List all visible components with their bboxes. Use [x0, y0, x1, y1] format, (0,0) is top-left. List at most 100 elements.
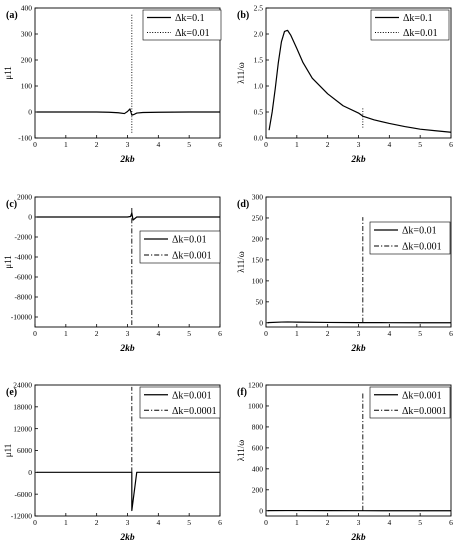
panel-label: (a): [6, 10, 18, 21]
y-tick-label: 0: [259, 506, 263, 515]
series-line: [36, 212, 220, 221]
x-tick-label: 2: [326, 140, 330, 149]
legend-entry: Δk=0.0001: [172, 406, 217, 417]
y-tick-label: 400: [252, 464, 264, 473]
legend-box: [139, 230, 221, 264]
x-tick-label: 5: [418, 140, 422, 149]
legend-box: [142, 9, 222, 41]
x-axis-label: 2kb: [350, 533, 366, 543]
legend-box: [369, 221, 451, 255]
y-tick-label: -8000: [15, 293, 33, 302]
chart-panel: 0 1 2 3 4 5 6 -12000 -6000 0 6000 12000 18000 24000(e…: [3, 381, 222, 543]
y-tick-label: 0.0: [254, 134, 264, 143]
y-axis-label: μ11: [3, 444, 13, 458]
x-tick-label: 3: [357, 329, 361, 338]
x-tick-label: 0: [264, 140, 268, 149]
series-line: [36, 471, 220, 512]
y-tick-label: 50: [256, 297, 264, 306]
x-tick-label: 5: [187, 329, 191, 338]
x-tick-label: 3: [357, 140, 361, 149]
y-tick-label: 1.5: [254, 56, 264, 65]
chart-panel: 0 1 2 3 4 5 6 0.0 0.5 1.0 1.5 2.0 2.5 (b) 2kb λ11/ω Δk=0…: [236, 4, 453, 165]
y-axis-label: λ11/ω: [236, 251, 246, 273]
x-tick-label: 4: [156, 518, 160, 527]
x-tick-label: 5: [187, 140, 191, 149]
y-tick-label: 150: [252, 256, 264, 265]
y-tick-label: 6000: [17, 446, 32, 455]
x-tick-label: 3: [126, 140, 130, 149]
x-tick-label: 2: [95, 329, 99, 338]
x-axis-label: 2kb: [350, 344, 366, 354]
series-line: [268, 29, 452, 133]
legend-entry: Δk=0.1: [403, 13, 433, 24]
x-tick-label: 5: [187, 518, 191, 527]
x-tick-label: 3: [126, 518, 130, 527]
y-tick-label: 0: [28, 468, 32, 477]
x-tick-label: 0: [33, 140, 37, 149]
x-tick-label: 1: [64, 140, 68, 149]
legend-entry: Δk=0.001: [402, 390, 442, 401]
y-axis-label: μ11: [3, 255, 13, 269]
y-tick-label: -10000: [11, 313, 32, 322]
x-tick-label: 6: [218, 140, 222, 149]
y-tick-label: -6000: [15, 273, 33, 282]
y-tick-label: 100: [252, 276, 264, 285]
x-tick-label: 4: [156, 329, 160, 338]
x-tick-label: 2: [95, 140, 99, 149]
y-axis-label: λ11/ω: [236, 62, 246, 84]
y-tick-label: 300: [21, 30, 33, 39]
x-tick-label: 0: [33, 518, 37, 527]
legend-entry: Δk=0.001: [172, 251, 212, 262]
x-tick-label: 0: [264, 518, 268, 527]
x-tick-label: 1: [295, 518, 299, 527]
x-tick-label: 4: [387, 140, 391, 149]
chart-panel: 0 1 2 3 4 5 6 0 50 100 150 200 250 300(d) 2kb λ11/ω Δk=0…: [236, 193, 453, 354]
x-axis-label: 2kb: [350, 155, 366, 165]
y-tick-label: 0.5: [254, 108, 264, 117]
y-tick-label: 100: [21, 82, 33, 91]
y-tick-label: 0: [28, 108, 32, 117]
x-tick-label: 1: [64, 329, 68, 338]
y-tick-label: -12000: [11, 512, 32, 521]
legend-entry: Δk=0.01: [403, 28, 438, 39]
y-tick-label: -4000: [15, 253, 33, 262]
panel-label: (e): [6, 387, 17, 398]
x-tick-label: 4: [387, 329, 391, 338]
legend-box: [370, 9, 450, 41]
panel-label: (b): [237, 10, 249, 21]
x-tick-label: 6: [449, 140, 453, 149]
y-tick-label: -6000: [15, 490, 33, 499]
x-tick-label: 4: [156, 140, 160, 149]
x-tick-label: 6: [449, 518, 453, 527]
legend-entry: Δk=0.1: [175, 13, 205, 24]
y-tick-label: -100: [18, 134, 32, 143]
plot-frame: [265, 196, 452, 328]
y-axis-label: λ11/ω: [236, 440, 246, 462]
y-tick-label: 2000: [17, 193, 32, 202]
y-tick-label: 0: [28, 213, 32, 222]
y-tick-label: 400: [21, 4, 33, 13]
x-tick-label: 2: [95, 518, 99, 527]
y-tick-label: 1000: [248, 402, 263, 411]
legend-entry: Δk=0.01: [402, 226, 437, 237]
panel-label: (f): [237, 387, 247, 398]
y-tick-label: 200: [252, 485, 264, 494]
y-tick-label: 24000: [13, 381, 32, 390]
series-line: [36, 108, 220, 116]
x-tick-label: 1: [295, 140, 299, 149]
x-tick-label: 1: [295, 329, 299, 338]
x-tick-label: 2: [326, 518, 330, 527]
y-tick-label: 800: [252, 423, 264, 432]
x-tick-label: 0: [264, 329, 268, 338]
legend-entry: Δk=0.0001: [402, 406, 447, 417]
x-tick-label: 3: [126, 329, 130, 338]
y-tick-label: 1200: [248, 381, 263, 390]
y-tick-label: 2.0: [254, 30, 264, 39]
y-tick-label: 600: [252, 443, 264, 452]
y-tick-label: -2000: [15, 233, 33, 242]
x-axis-label: 2kb: [119, 344, 135, 354]
y-axis-label: μ11: [3, 66, 13, 80]
x-tick-label: 6: [218, 329, 222, 338]
chart-panel: 0 1 2 3 4 5 6 0 200 400 600 800 1000 1200(f) 2kb λ11/ω Δ…: [236, 381, 453, 543]
